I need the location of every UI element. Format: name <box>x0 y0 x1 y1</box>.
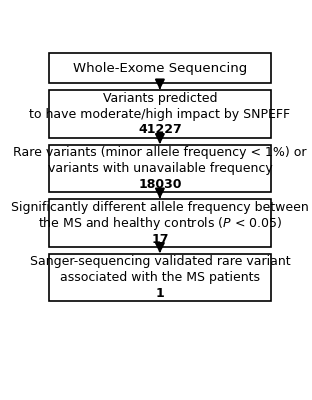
Bar <box>49 199 271 247</box>
Bar <box>49 90 271 138</box>
Text: 18030: 18030 <box>138 178 182 191</box>
Text: Significantly different allele frequency between: Significantly different allele frequency… <box>11 201 309 214</box>
Text: Whole-Exome Sequencing: Whole-Exome Sequencing <box>73 62 247 74</box>
Text: the MS and healthy controls ($\it{P}$ < 0.05): the MS and healthy controls ($\it{P}$ < … <box>38 214 282 232</box>
Text: variants with unavailable frequency: variants with unavailable frequency <box>47 162 272 175</box>
Text: 1: 1 <box>155 287 164 300</box>
Text: Rare variants (minor allele frequency < 1%) or: Rare variants (minor allele frequency < … <box>13 146 307 159</box>
Text: 17: 17 <box>151 232 169 246</box>
Text: to have moderate/high impact by SNPEFF: to have moderate/high impact by SNPEFF <box>29 108 290 120</box>
Text: 41227: 41227 <box>138 124 182 136</box>
Bar <box>49 53 271 84</box>
Bar <box>49 254 271 302</box>
Text: Sanger-sequencing validated rare variant: Sanger-sequencing validated rare variant <box>30 255 290 268</box>
Text: associated with the MS patients: associated with the MS patients <box>60 271 260 284</box>
Text: Variants predicted: Variants predicted <box>103 92 217 105</box>
Bar <box>49 145 271 192</box>
